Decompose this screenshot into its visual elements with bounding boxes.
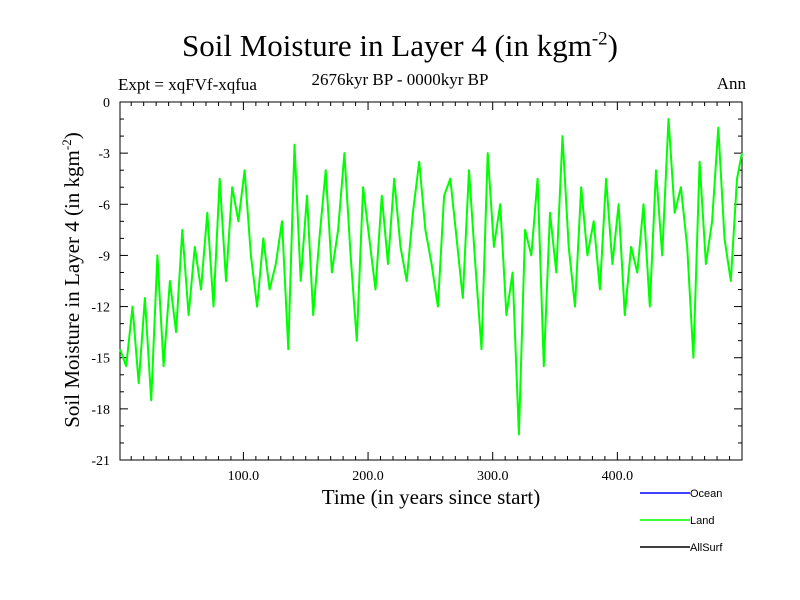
y-tick-label: -15 <box>91 352 110 367</box>
y-axis-label: Soil Moisture in Layer 4 (in kgm-2) <box>59 132 84 428</box>
y-tick-label: -9 <box>98 249 110 264</box>
y-tick-label: -18 <box>91 403 110 418</box>
legend-label-ocean: Ocean <box>690 488 722 500</box>
y-tick-label: -12 <box>91 301 110 316</box>
experiment-label: Expt = xqFVf-xqfua <box>118 75 257 94</box>
y-tick-label: -21 <box>91 454 110 469</box>
y-tick-label: -6 <box>98 198 110 213</box>
legend-label-allsurf: AllSurf <box>690 542 723 554</box>
x-tick-label: 300.0 <box>477 469 509 484</box>
period-label: 2676kyr BP - 0000kyr BP <box>311 70 489 89</box>
chart-title: Soil Moisture in Layer 4 (in kgm-2) <box>182 28 618 63</box>
x-tick-label: 400.0 <box>602 469 634 484</box>
plot-frame <box>119 101 743 461</box>
x-tick-label: 100.0 <box>228 469 260 484</box>
x-tick-label: 200.0 <box>352 469 384 484</box>
y-tick-label: 0 <box>103 96 110 111</box>
season-label: Ann <box>716 74 746 93</box>
series-line-land <box>119 118 743 436</box>
y-tick-label: -3 <box>98 147 110 162</box>
x-axis-label: Time (in years since start) <box>321 485 541 509</box>
legend-label-land: Land <box>690 515 714 527</box>
